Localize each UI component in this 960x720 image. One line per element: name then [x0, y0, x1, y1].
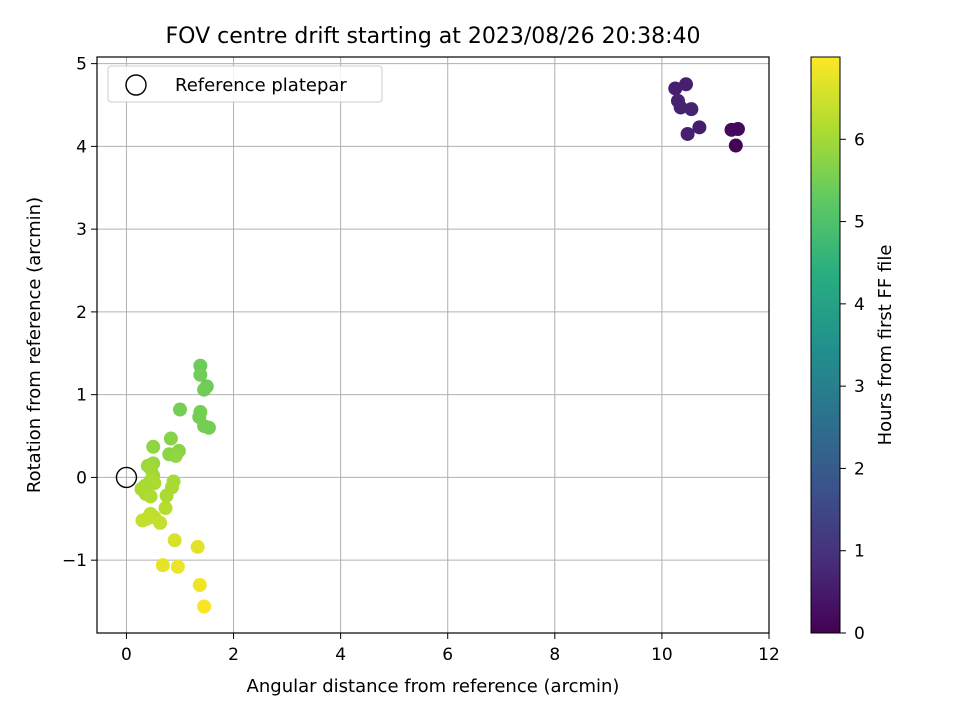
data-point: [193, 367, 208, 382]
data-point: [201, 420, 216, 435]
data-point: [153, 515, 168, 530]
x-tick-label: 12: [758, 645, 780, 665]
data-point: [172, 402, 187, 417]
data-point: [680, 126, 695, 141]
x-tick-label: 0: [121, 645, 132, 665]
y-axis-label: Rotation from reference (arcmin): [24, 197, 45, 493]
data-point: [146, 439, 161, 454]
data-point: [158, 501, 173, 516]
data-point: [159, 488, 174, 503]
data-point: [668, 81, 683, 96]
y-tick-label: 0: [76, 468, 87, 488]
data-point: [728, 138, 743, 153]
legend-entry-reference: Reference platepar: [175, 75, 347, 96]
grid-lines: [97, 57, 770, 633]
x-axis-ticks: 0 2 4 6 8 10 12: [121, 633, 780, 665]
x-tick-label: 2: [228, 645, 239, 665]
legend: Reference platepar: [107, 65, 383, 103]
x-tick-label: 8: [549, 645, 560, 665]
colorbar-label: Hours from first FF file: [875, 245, 896, 446]
data-point: [143, 489, 158, 504]
legend-marker-icon: [125, 74, 147, 96]
data-point: [163, 431, 178, 446]
colorbar-ticks: 0 1 2 3 4 5 6: [840, 130, 865, 644]
data-point: [192, 578, 207, 592]
reference-marker-group: [115, 466, 138, 489]
data-point: [673, 100, 688, 115]
data-point: [170, 559, 185, 574]
y-axis-ticks: −1 0 1 2 3 4 5: [62, 55, 97, 571]
x-tick-label: 6: [442, 645, 453, 665]
colorbar-tick-label: 4: [854, 295, 865, 315]
data-points: [134, 77, 745, 614]
colorbar-tick-label: 0: [854, 624, 865, 644]
colorbar-tick-label: 6: [854, 130, 865, 150]
x-tick-label: 10: [651, 645, 673, 665]
colorbar: [810, 56, 841, 634]
data-point: [197, 599, 212, 614]
y-tick-label: 3: [76, 220, 87, 240]
reference-platepar-marker: [115, 466, 138, 489]
x-axis-label: Angular distance from reference (arcmin): [247, 676, 620, 697]
data-point: [190, 539, 205, 554]
y-tick-label: 1: [76, 386, 87, 406]
y-tick-label: 4: [76, 137, 87, 157]
legend-box: [107, 65, 383, 103]
data-point: [135, 513, 150, 528]
data-point: [167, 533, 182, 548]
data-point: [730, 122, 745, 136]
data-point: [684, 102, 699, 117]
data-point: [679, 77, 694, 92]
x-tick-label: 4: [335, 645, 346, 665]
data-point: [168, 448, 183, 463]
colorbar-tick-label: 5: [854, 213, 865, 233]
colorbar-tick-label: 1: [854, 542, 865, 562]
colorbar-tick-label: 3: [854, 377, 865, 397]
data-point: [197, 382, 212, 397]
y-tick-label: 5: [76, 55, 87, 75]
chart-title: FOV centre drift starting at 2023/08/26 …: [166, 24, 701, 49]
y-tick-label: 2: [76, 303, 87, 323]
plot-frame: [96, 56, 770, 634]
colorbar-tick-label: 2: [854, 459, 865, 479]
data-point: [692, 120, 707, 135]
data-point: [155, 558, 170, 573]
y-tick-label: −1: [62, 551, 87, 571]
